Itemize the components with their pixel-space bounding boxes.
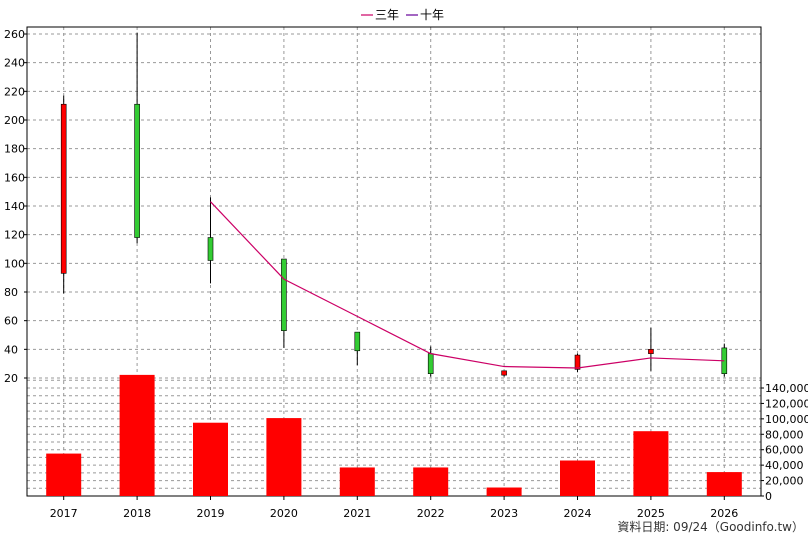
x-tick-label: 2025	[637, 507, 665, 520]
volume-bar	[486, 487, 522, 496]
legend-label-10y: 十年	[420, 8, 444, 22]
candle-body	[207, 237, 214, 261]
candle-body	[648, 349, 654, 354]
price-tick-label: 140	[4, 200, 25, 213]
volume-bar	[46, 453, 82, 496]
volume-bar	[193, 422, 228, 496]
price-tick-label: 80	[4, 286, 18, 299]
price-tick-label: 240	[4, 57, 25, 70]
price-tick-label: 40	[4, 343, 18, 356]
volume-tick-label: 40,000	[765, 459, 804, 472]
volume-bar	[706, 472, 742, 496]
x-tick-label: 2019	[197, 507, 225, 520]
line-3y	[210, 201, 725, 369]
price-tick-label: 60	[4, 315, 18, 328]
price-tick-label: 160	[4, 171, 25, 184]
volume-bar	[339, 467, 375, 496]
candle-body	[354, 331, 361, 352]
x-tick-label: 2020	[270, 507, 298, 520]
volume-bars	[46, 374, 742, 496]
price-tick-label: 120	[4, 229, 25, 242]
x-axis: 2017 2018 2019 2020 2021 2022 2023 2024 2025 2026	[50, 496, 738, 520]
candle-body	[281, 258, 287, 331]
candle-body	[60, 103, 67, 274]
candle-body	[427, 353, 434, 374]
x-tick-label: 2017	[50, 507, 78, 520]
x-tick-label: 2026	[710, 507, 738, 520]
legend-label-3y: 三年	[375, 8, 399, 22]
source-note: 資料日期: 09/24（Goodinfo.tw）	[617, 520, 804, 534]
x-tick-label: 2022	[417, 507, 445, 520]
x-tick-label: 2023	[490, 507, 518, 520]
candle-body	[574, 354, 581, 370]
volume-bar	[633, 431, 669, 496]
volume-tick-label: 20,000	[765, 475, 804, 488]
volume-bar	[119, 374, 155, 496]
x-tick-label: 2018	[123, 507, 151, 520]
price-tick-label: 220	[4, 85, 25, 98]
average-lines	[210, 201, 725, 369]
candle-body	[134, 103, 140, 238]
volume-bar	[560, 460, 595, 496]
x-tick-label: 2021	[343, 507, 371, 520]
price-tick-label: 200	[4, 114, 25, 127]
plot-frame	[26, 26, 762, 497]
x-tick-label: 2024	[564, 507, 592, 520]
volume-tick-label: 100,000	[765, 413, 808, 426]
volume-bar	[413, 467, 449, 496]
price-tick-label: 260	[4, 28, 25, 41]
volume-tick-label: 120,000	[765, 397, 808, 410]
volume-bar	[266, 418, 302, 496]
legend: 三年 十年	[361, 8, 444, 22]
price-axis: 20 40 60 80 100 120 140 160 180 200 220 240 260	[4, 28, 27, 385]
volume-tick-label: 0	[765, 490, 772, 503]
price-tick-label: 180	[4, 143, 25, 156]
volume-tick-label: 60,000	[765, 444, 804, 457]
volume-tick-label: 80,000	[765, 428, 804, 441]
price-tick-label: 20	[4, 372, 18, 385]
price-tick-label: 100	[4, 257, 25, 270]
volume-axis: 0 20,000 40,000 60,000 80,000 100,000 120,000 1…	[761, 382, 808, 503]
volume-tick-label: 140,000	[765, 382, 808, 395]
candle-body	[501, 370, 507, 376]
